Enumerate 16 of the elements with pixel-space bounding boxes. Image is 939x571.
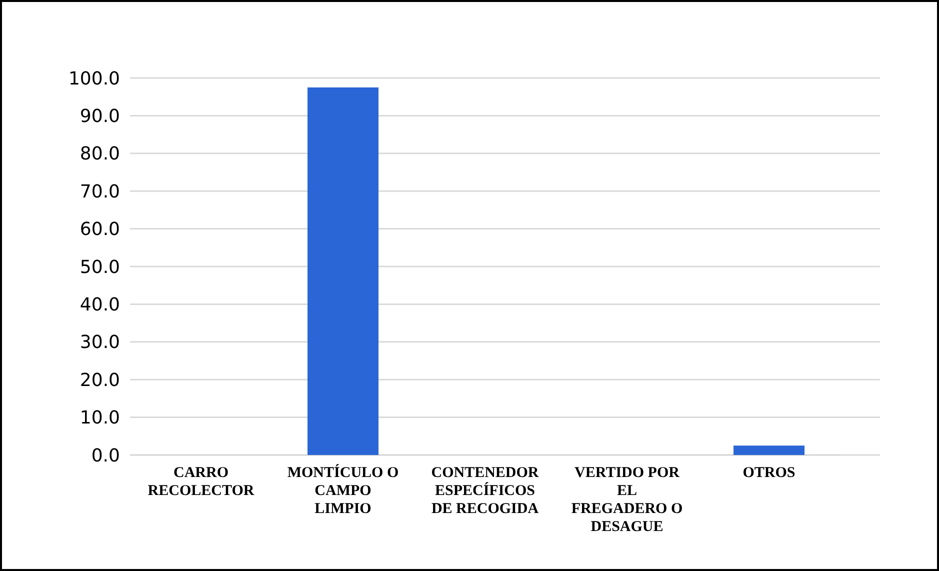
y-tick-label: 90.0 xyxy=(80,106,120,127)
y-tick-label: 100.0 xyxy=(68,68,120,90)
y-tick-label: 20.0 xyxy=(80,370,120,391)
y-tick-label: 80.0 xyxy=(80,144,120,165)
x-tick-label: CARRO RECOLECTOR xyxy=(148,465,254,499)
x-tick-label: MONTÍCULO O CAMPO LIMPIO xyxy=(287,464,399,517)
x-tick-label: VERTIDO POR EL FREGADERO O DESAGUE xyxy=(571,465,683,535)
x-tick-label: OTROS xyxy=(742,465,796,481)
y-tick-label: 70.0 xyxy=(80,181,120,202)
y-tick-label: 30.0 xyxy=(80,332,120,354)
y-tick-label: 10.0 xyxy=(80,408,120,429)
y-tick-label: 50.0 xyxy=(80,256,120,278)
y-tick-label: 60.0 xyxy=(80,219,120,240)
y-tick-label: 0.0 xyxy=(91,445,120,466)
x-tick-label: CONTENEDOR ESPECÍFICOS DE RECOGIDA xyxy=(431,465,539,517)
y-tick-label: 40.0 xyxy=(80,294,120,316)
